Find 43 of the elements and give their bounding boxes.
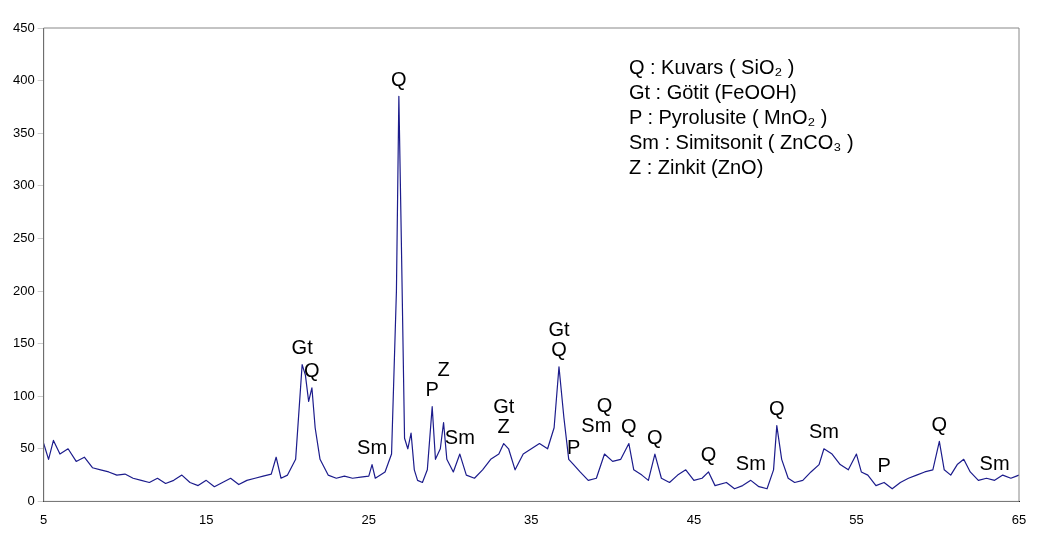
y-tick-label: 100	[12, 387, 35, 403]
x-tick-label: 35	[524, 511, 539, 527]
annotation: Q	[551, 338, 567, 361]
x-tick-label: 65	[1011, 511, 1027, 527]
annotation: Gt : Götit (FeOOH)	[628, 80, 797, 103]
y-tick-label: 250	[12, 229, 35, 245]
annotation: Sm	[979, 451, 1010, 474]
x-tick-label: 45	[686, 511, 702, 527]
y-tick-label: 0	[27, 492, 35, 508]
annotation: Gt	[548, 318, 570, 341]
annotation: Z	[497, 415, 510, 438]
y-tick-label: 450	[12, 19, 35, 35]
annotation: Sm	[444, 425, 475, 448]
annotation: Q	[931, 412, 948, 435]
annotation: P	[877, 453, 891, 476]
annotation: Sm : Simitsonit ( ZnCO₃ )	[628, 130, 854, 153]
x-tick-label: 55	[849, 511, 864, 527]
annotation: P	[566, 436, 581, 459]
y-tick-label: 150	[12, 335, 35, 351]
annotation: Q	[304, 359, 320, 382]
y-tick-label: 300	[12, 177, 35, 193]
annotation: Q	[647, 425, 663, 448]
annotation: Q	[769, 397, 785, 420]
annotation: P	[425, 378, 439, 401]
annotation: Sm	[735, 451, 766, 474]
annotation: Gt	[493, 395, 515, 418]
y-tick-label: 400	[12, 72, 35, 88]
annotation: Sm	[808, 420, 839, 443]
x-tick-label: 25	[361, 511, 377, 527]
annotation: Q : Kuvars ( SiO₂ )	[628, 55, 795, 78]
annotation: Q	[700, 443, 717, 466]
annotation: Gt	[291, 336, 314, 359]
annotation: Z : Zinkit (ZnO)	[628, 155, 764, 178]
annotation: Sm	[357, 436, 388, 459]
y-tick-label: 50	[20, 440, 35, 456]
annotation: Q	[391, 67, 407, 90]
x-tick-label: 15	[199, 511, 214, 527]
x-tick-label: 5	[40, 511, 48, 527]
y-tick-label: 200	[12, 282, 35, 298]
annotation: P : Pyrolusite ( MnO₂ )	[628, 105, 828, 128]
annotation: Q	[621, 415, 637, 438]
annotation: Z	[437, 358, 450, 381]
y-tick-label: 350	[12, 124, 35, 140]
